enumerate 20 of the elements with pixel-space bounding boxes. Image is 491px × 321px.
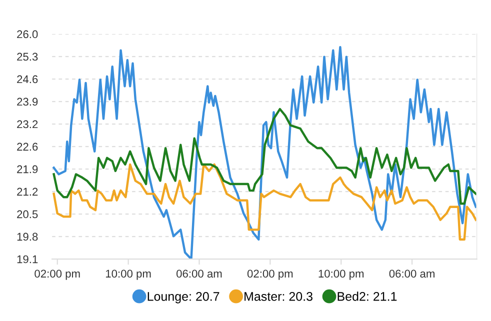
y-tick-label: 23.2 <box>17 120 38 128</box>
y-tick-label: 21.9 <box>17 165 38 174</box>
y-tick-label: 20.5 <box>17 210 38 218</box>
x-tick-label: 02:00 pm <box>34 270 80 280</box>
y-tick-label: 19.8 <box>17 232 38 241</box>
y-tick-label: 19.1 <box>17 255 38 264</box>
legend-label: Lounge: 20.7 <box>148 292 220 304</box>
x-tick-label: 06:00 am <box>389 270 434 278</box>
y-tick-label: 26.0 <box>17 30 38 38</box>
y-tick-label: 22.6 <box>17 142 38 151</box>
y-tick-label: 23.9 <box>17 98 38 106</box>
y-tick-label: 25.3 <box>17 52 38 61</box>
y-tick-label: 24.6 <box>17 75 38 84</box>
legend-label: Bed2: 21.1 <box>338 292 397 301</box>
x-tick-label: 06:00 am <box>176 270 222 278</box>
x-tick-label: 02:00 pm <box>247 270 293 280</box>
x-tick-label: 10:00 pm <box>106 270 151 280</box>
y-tick-label: 21.2 <box>17 188 38 196</box>
x-tick-label: 10:00 pm <box>318 270 364 280</box>
legend-label: Master: 20.3 <box>244 292 312 301</box>
